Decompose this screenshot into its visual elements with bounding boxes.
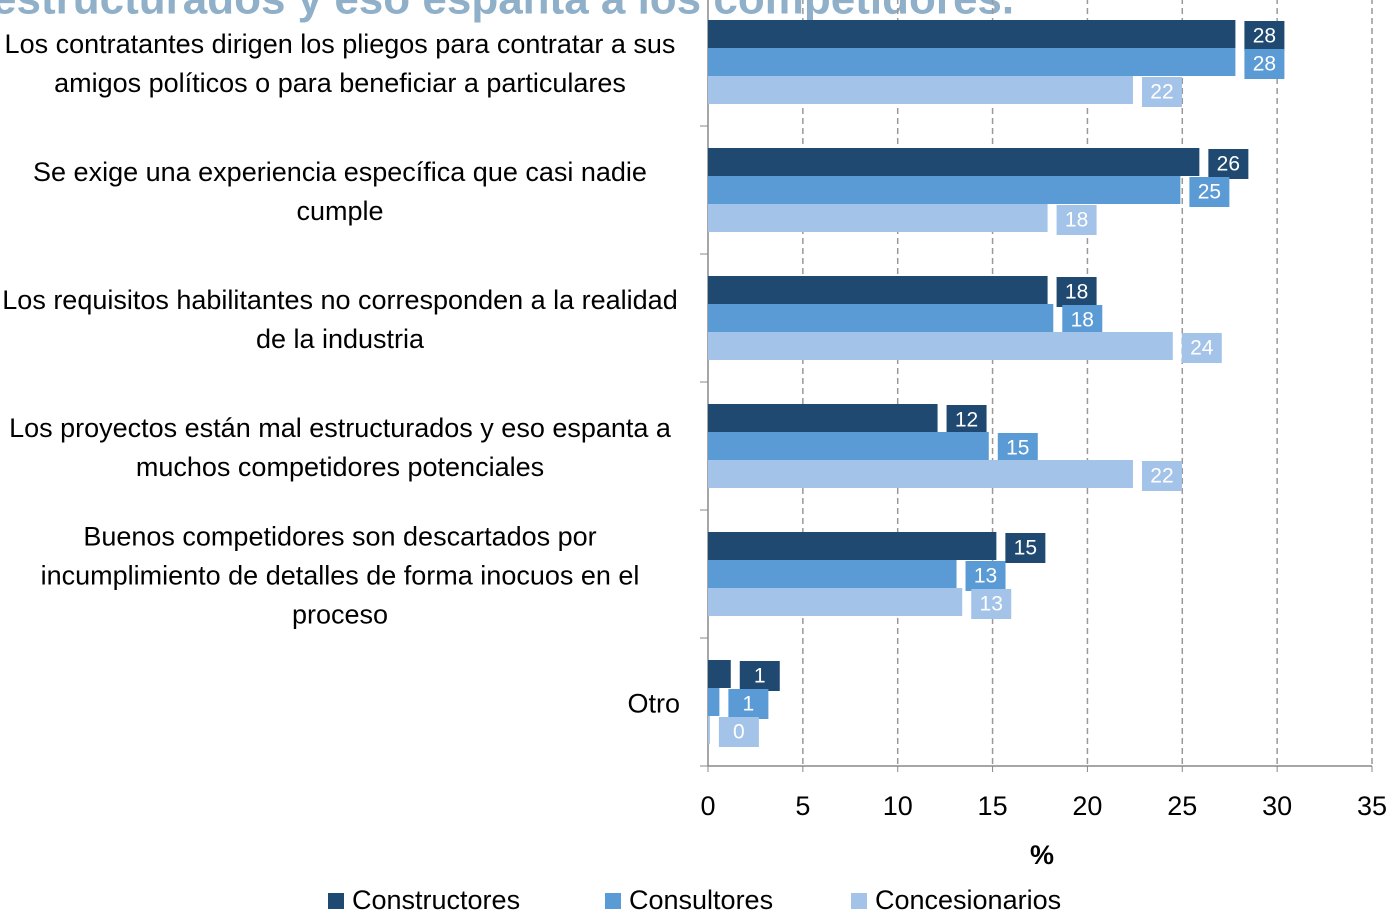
value-label-box (728, 689, 769, 719)
bar (708, 460, 1133, 488)
bar (708, 304, 1054, 332)
chart-title: estructurados y eso espanta a los compet… (0, 0, 1014, 24)
bar (708, 76, 1133, 104)
value-label: 15 (1006, 437, 1029, 460)
bar (708, 660, 731, 688)
value-label: 28 (1253, 25, 1276, 48)
legend-label: Constructores (352, 885, 520, 915)
value-label: 22 (1150, 81, 1173, 104)
x-axis-label: % (1030, 840, 1054, 870)
value-label-box (946, 405, 987, 435)
value-label: 24 (1190, 337, 1214, 360)
category-label: Otro (627, 688, 680, 719)
x-tick-label: 20 (1072, 791, 1102, 821)
bar (708, 716, 710, 744)
bar (708, 20, 1236, 48)
bar (708, 204, 1048, 232)
value-label: 25 (1198, 181, 1221, 204)
legend-swatch (851, 893, 867, 909)
value-label-box (1181, 333, 1222, 363)
x-tick-label: 0 (700, 791, 715, 821)
value-label-box (1056, 205, 1097, 235)
bar (708, 532, 997, 560)
bar (708, 688, 720, 716)
legend-swatch (605, 893, 621, 909)
value-label-box (739, 661, 780, 691)
category-label: Los requisitos habilitantes no correspon… (2, 285, 678, 354)
value-label: 18 (1071, 309, 1094, 332)
value-label: 28 (1253, 53, 1276, 76)
value-label: 15 (1014, 537, 1037, 560)
bar (708, 48, 1236, 76)
x-tick-label: 15 (978, 791, 1008, 821)
value-label: 1 (743, 693, 755, 716)
bar (708, 332, 1173, 360)
x-tick-label: 25 (1167, 791, 1197, 821)
value-label-box (1056, 277, 1097, 307)
legend-label: Consultores (629, 885, 773, 915)
value-label: 22 (1150, 465, 1173, 488)
legend-label: Concesionarios (875, 885, 1061, 915)
value-label-box (1189, 177, 1230, 207)
legend-swatch (328, 893, 344, 909)
bar (708, 432, 989, 460)
category-label: Los proyectos están mal estructurados y … (9, 413, 671, 482)
value-label-box (1062, 305, 1103, 335)
value-label: 13 (980, 593, 1003, 616)
bar (708, 276, 1048, 304)
value-label-box (971, 589, 1012, 619)
value-label-box (1244, 21, 1285, 51)
value-label-box (1141, 461, 1182, 491)
x-tick-label: 10 (883, 791, 913, 821)
bar (708, 404, 938, 432)
value-label: 13 (974, 565, 997, 588)
value-label-box (1208, 149, 1249, 179)
value-label: 1 (754, 665, 766, 688)
x-tick-label: 35 (1357, 791, 1387, 821)
value-label: 0 (733, 721, 745, 744)
bar (708, 176, 1181, 204)
value-label: 12 (955, 409, 978, 432)
value-label-box (1141, 77, 1182, 107)
x-tick-label: 30 (1262, 791, 1292, 821)
category-label: Los contratantes dirigen los pliegos par… (4, 29, 676, 98)
value-label-box (718, 717, 759, 747)
value-label-box (965, 561, 1006, 591)
category-label: Se exige una experiencia específica que … (33, 157, 647, 226)
bar (708, 148, 1200, 176)
category-label: Buenos competidores son descartados por … (40, 521, 640, 630)
value-label-box (997, 433, 1038, 463)
bar (708, 588, 963, 616)
value-label-box (1244, 49, 1285, 79)
value-label-box (1005, 533, 1046, 563)
bar (708, 560, 957, 588)
x-tick-label: 5 (795, 791, 810, 821)
value-label: 18 (1065, 281, 1088, 304)
value-label: 18 (1065, 209, 1088, 232)
value-label: 26 (1217, 153, 1240, 176)
